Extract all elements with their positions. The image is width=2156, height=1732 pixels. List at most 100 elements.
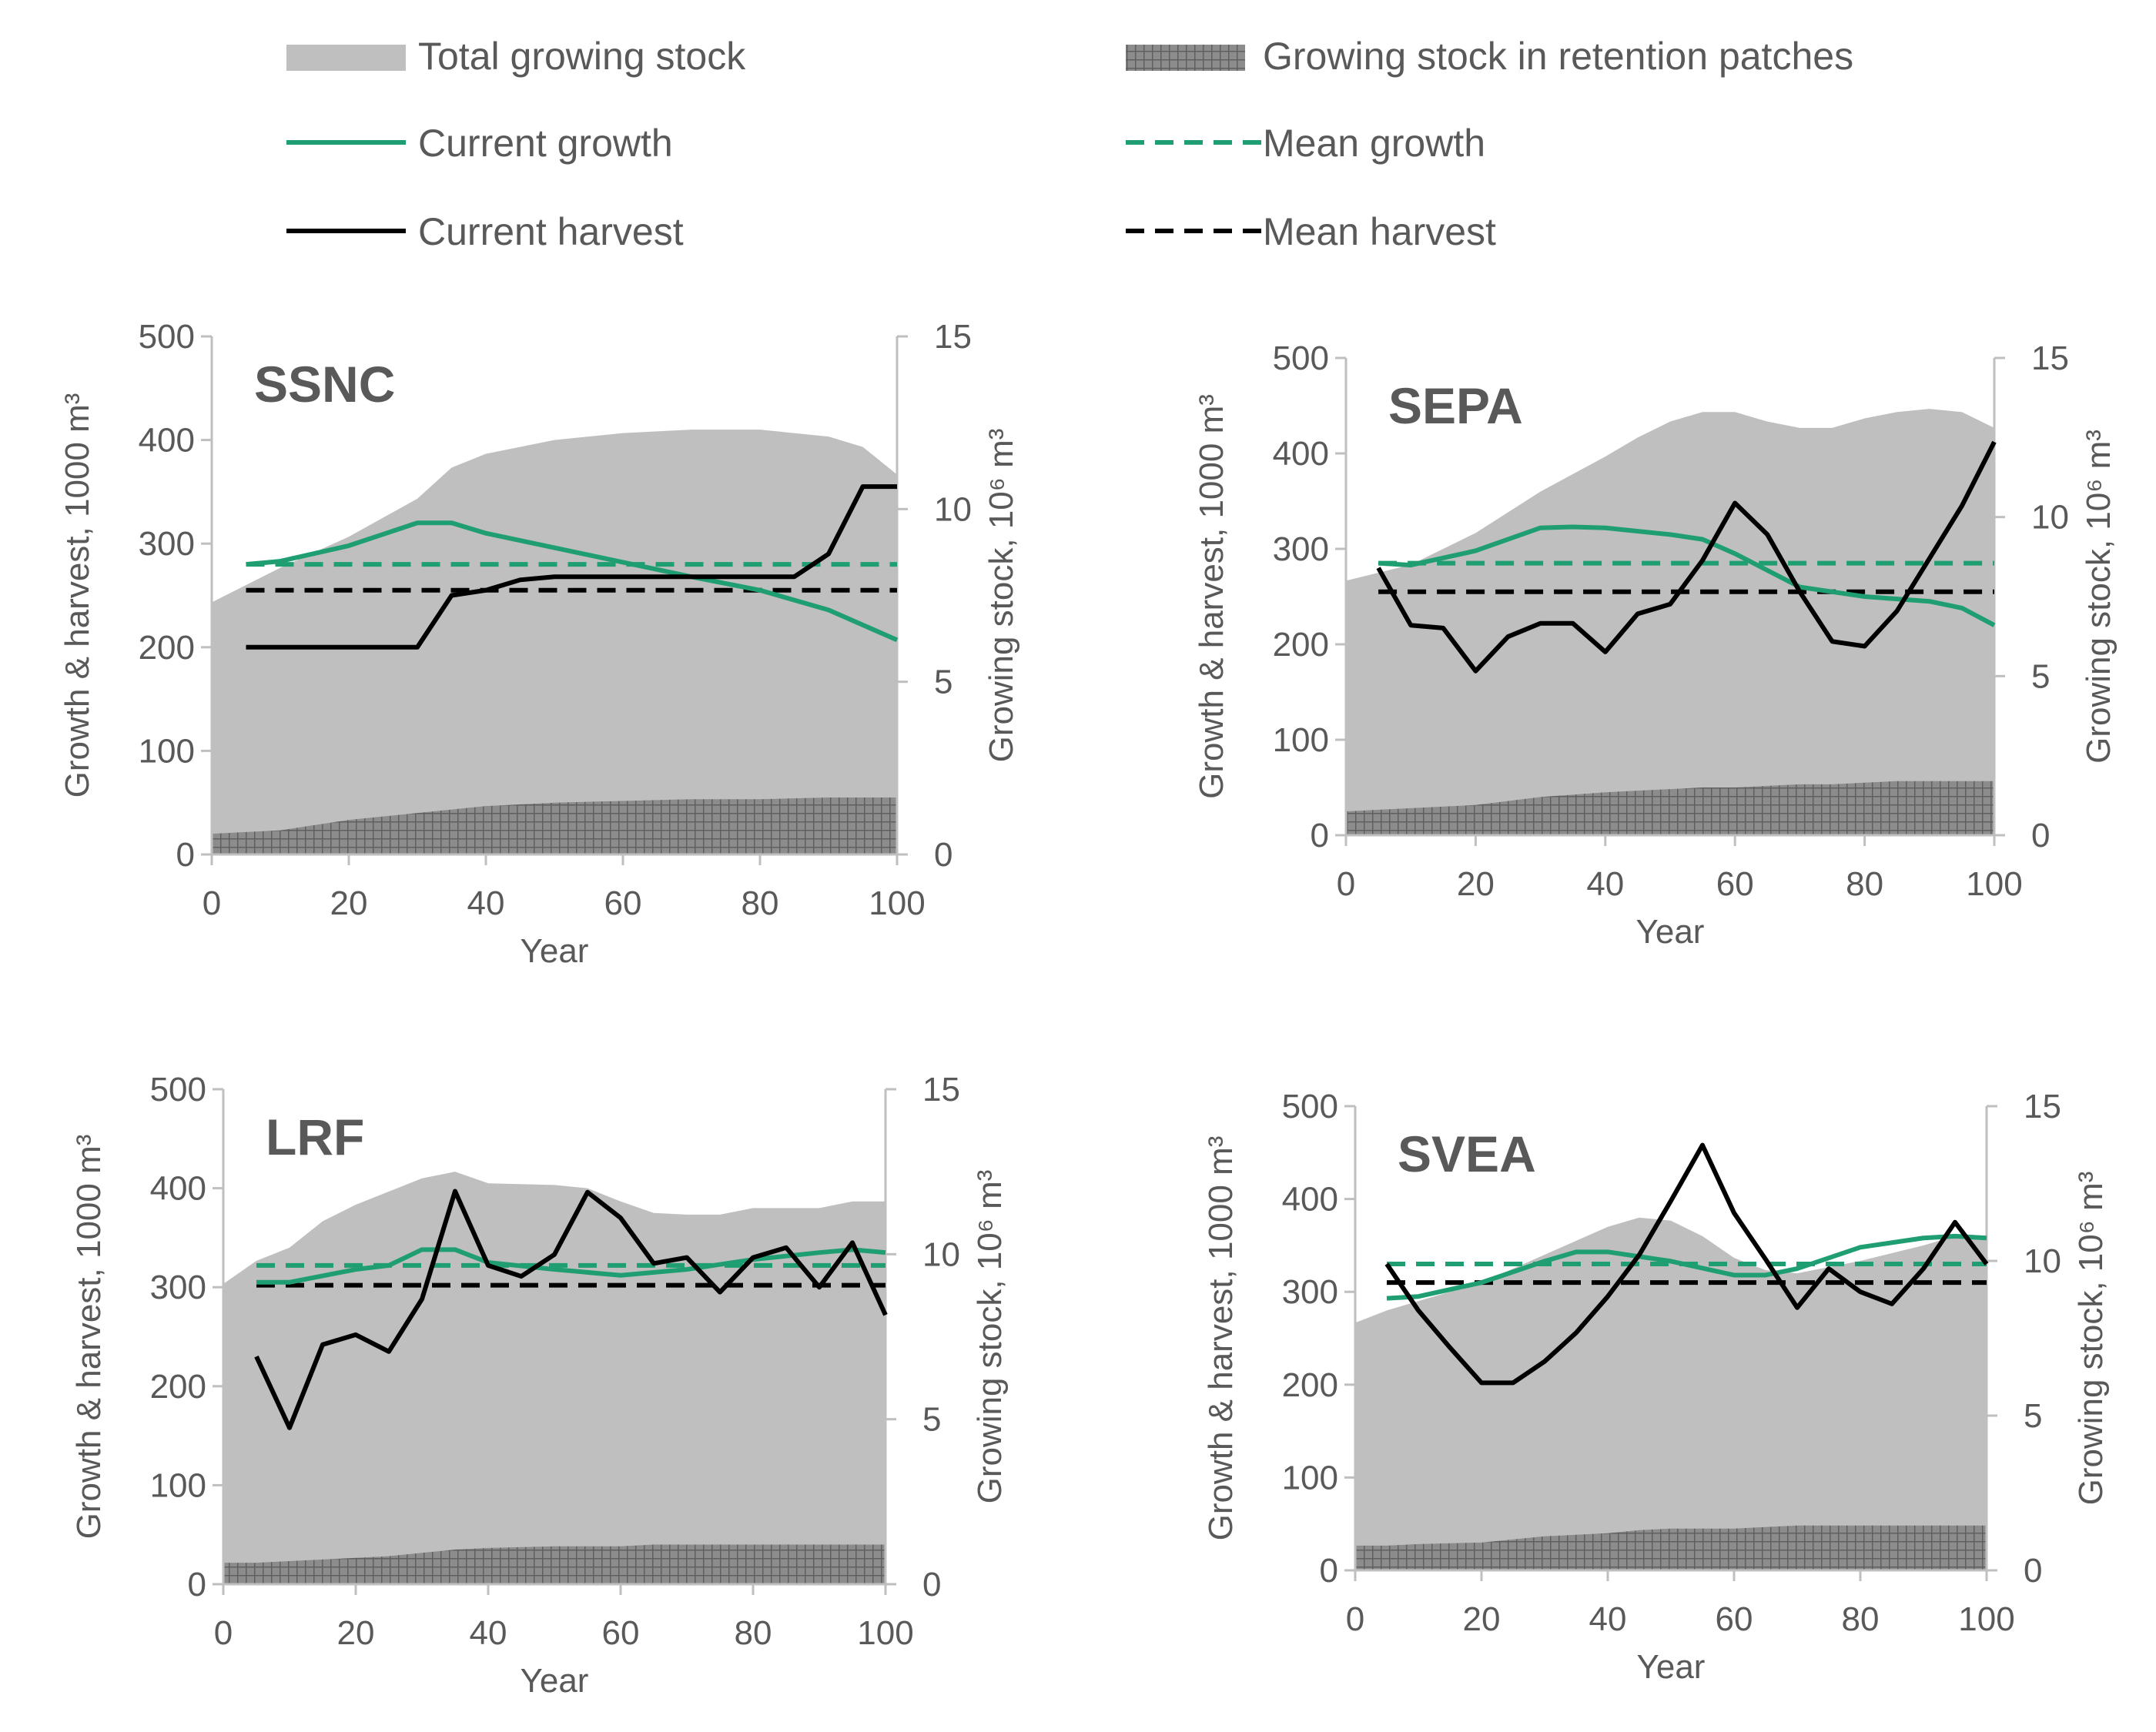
y-tick-label: 500 bbox=[1282, 1088, 1338, 1125]
y-tick-label: 0 bbox=[1320, 1552, 1338, 1590]
x-tick-label: 100 bbox=[857, 1614, 913, 1652]
x-tick-label: 0 bbox=[203, 884, 221, 922]
x-tick-label: 0 bbox=[1337, 865, 1355, 903]
legend-retention-swatch bbox=[1126, 45, 1245, 71]
chart-panel-svea: 0 100 200 300 400 500 0 5 10 15 0 20 40 60 80 100 Year Gr… bbox=[1202, 1088, 2110, 1686]
y-tick-label: 0 bbox=[1311, 817, 1329, 854]
y-tick-label: 100 bbox=[1282, 1459, 1338, 1496]
y2-axis-label: Growing stock, 10⁶ m³ bbox=[2072, 1172, 2110, 1506]
total-stock-area bbox=[223, 1172, 886, 1584]
y2-tick-label: 10 bbox=[2024, 1242, 2061, 1280]
x-tick-label: 40 bbox=[1589, 1600, 1627, 1638]
legend-retention-label: Growing stock in retention patches bbox=[1263, 35, 1853, 78]
x-tick-label: 60 bbox=[604, 884, 642, 922]
y-axis-label: Growth & harvest, 1000 m³ bbox=[70, 1135, 108, 1540]
x-axis-label: Year bbox=[1636, 913, 1705, 951]
panel-title: SEPA bbox=[1388, 377, 1523, 434]
x-tick-label: 80 bbox=[1846, 865, 1883, 903]
y-tick-label: 200 bbox=[1273, 626, 1329, 664]
x-tick-label: 0 bbox=[214, 1614, 233, 1652]
x-axis-label: Year bbox=[521, 932, 589, 970]
y2-axis-label: Growing stock, 10⁶ m³ bbox=[971, 1170, 1009, 1504]
legend-mean-growth-label: Mean growth bbox=[1263, 122, 1485, 165]
legend-current-growth-label: Current growth bbox=[418, 122, 673, 165]
x-tick-label: 100 bbox=[869, 884, 925, 922]
legend-current-harvest-label: Current harvest bbox=[418, 210, 684, 253]
y-tick-label: 300 bbox=[150, 1269, 206, 1306]
y-tick-label: 100 bbox=[139, 732, 195, 770]
panel-title: LRF bbox=[266, 1108, 364, 1165]
x-tick-label: 40 bbox=[470, 1614, 507, 1652]
total-stock-area bbox=[1346, 409, 1994, 835]
panel-title: SSNC bbox=[254, 356, 395, 413]
y-tick-label: 400 bbox=[139, 422, 195, 460]
panel-title: SVEA bbox=[1398, 1125, 1536, 1182]
y-tick-label: 0 bbox=[188, 1566, 206, 1603]
y-tick-label: 100 bbox=[1273, 721, 1329, 759]
y2-tick-label: 0 bbox=[2031, 817, 2050, 854]
y-tick-label: 0 bbox=[176, 836, 195, 874]
x-tick-label: 60 bbox=[1716, 1600, 1753, 1638]
legend-mean-harvest-label: Mean harvest bbox=[1263, 210, 1496, 253]
y2-tick-label: 10 bbox=[922, 1235, 960, 1273]
x-tick-label: 60 bbox=[1716, 865, 1754, 903]
y-axis-label: Growth & harvest, 1000 m³ bbox=[59, 393, 96, 798]
total-stock-area bbox=[212, 430, 897, 854]
y2-tick-label: 0 bbox=[922, 1566, 941, 1603]
y2-tick-label: 5 bbox=[2031, 657, 2050, 695]
x-tick-label: 100 bbox=[1966, 865, 2022, 903]
x-tick-label: 60 bbox=[602, 1614, 640, 1652]
y-tick-label: 400 bbox=[1273, 435, 1329, 473]
x-tick-label: 20 bbox=[330, 884, 368, 922]
y-tick-label: 500 bbox=[139, 318, 195, 356]
total-stock-area bbox=[1355, 1217, 1987, 1570]
y-tick-label: 300 bbox=[1282, 1273, 1338, 1311]
y-tick-label: 200 bbox=[150, 1368, 206, 1406]
y2-tick-label: 15 bbox=[2031, 339, 2069, 377]
y2-tick-label: 5 bbox=[934, 664, 952, 701]
current-growth-line bbox=[1386, 1233, 1987, 1301]
y2-tick-label: 15 bbox=[922, 1071, 960, 1108]
retention-stock-area bbox=[212, 797, 897, 854]
y-tick-label: 200 bbox=[1282, 1366, 1338, 1404]
x-axis-label: Year bbox=[521, 1662, 589, 1700]
y2-axis-label: Growing stock, 10⁶ m³ bbox=[2080, 430, 2118, 764]
legend-total-stock-label: Total growing stock bbox=[418, 35, 746, 78]
y2-tick-label: 10 bbox=[934, 490, 972, 528]
x-tick-label: 80 bbox=[1842, 1600, 1880, 1638]
y-tick-label: 300 bbox=[1273, 530, 1329, 568]
y2-tick-label: 0 bbox=[934, 836, 952, 874]
legend-total-stock-swatch bbox=[286, 45, 406, 71]
x-tick-label: 0 bbox=[1346, 1600, 1364, 1638]
retention-stock-area bbox=[223, 1544, 886, 1584]
y-tick-label: 500 bbox=[1273, 339, 1329, 377]
y-axis-label: Growth & harvest, 1000 m³ bbox=[1193, 394, 1230, 799]
current-harvest-line bbox=[1384, 1142, 1989, 1386]
y2-tick-label: 0 bbox=[2024, 1552, 2042, 1590]
current-growth-line bbox=[1378, 524, 1996, 627]
retention-stock-area bbox=[1346, 781, 1994, 835]
current-growth-line bbox=[256, 1247, 886, 1285]
x-tick-label: 80 bbox=[742, 884, 779, 922]
y2-axis-label: Growing stock, 10⁶ m³ bbox=[983, 429, 1020, 763]
legend: Total growing stock Growing stock in ret… bbox=[286, 35, 1853, 253]
y-tick-label: 400 bbox=[150, 1170, 206, 1208]
x-tick-label: 80 bbox=[735, 1614, 772, 1652]
y-tick-label: 400 bbox=[1282, 1181, 1338, 1219]
retention-stock-area bbox=[1355, 1525, 1987, 1570]
current-harvest-line bbox=[254, 1189, 888, 1430]
x-tick-label: 20 bbox=[1457, 865, 1495, 903]
x-tick-label: 100 bbox=[1958, 1600, 2014, 1638]
x-tick-label: 40 bbox=[467, 884, 505, 922]
y2-tick-label: 15 bbox=[934, 318, 972, 356]
y2-tick-label: 15 bbox=[2024, 1088, 2061, 1125]
y2-tick-label: 5 bbox=[2024, 1397, 2042, 1435]
x-tick-label: 20 bbox=[1463, 1600, 1501, 1638]
x-tick-label: 20 bbox=[337, 1614, 375, 1652]
y2-tick-label: 10 bbox=[2031, 499, 2069, 537]
y-tick-label: 500 bbox=[150, 1071, 206, 1108]
